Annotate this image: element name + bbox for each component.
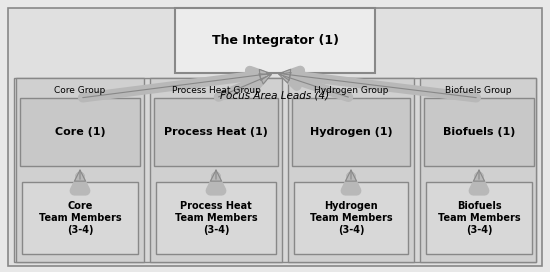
Text: The Integrator (1): The Integrator (1) <box>212 34 338 47</box>
Text: Focus Area Leads (4): Focus Area Leads (4) <box>221 90 329 100</box>
FancyBboxPatch shape <box>292 98 410 166</box>
Text: Hydrogen
Team Members
(3-4): Hydrogen Team Members (3-4) <box>310 201 392 234</box>
FancyBboxPatch shape <box>22 182 138 254</box>
FancyBboxPatch shape <box>294 182 408 254</box>
FancyBboxPatch shape <box>426 182 532 254</box>
FancyBboxPatch shape <box>16 78 144 262</box>
FancyBboxPatch shape <box>288 78 414 262</box>
FancyBboxPatch shape <box>424 98 534 166</box>
Text: Process Heat Group: Process Heat Group <box>172 86 261 95</box>
FancyBboxPatch shape <box>420 78 536 262</box>
Text: Process Heat (1): Process Heat (1) <box>164 127 268 137</box>
FancyBboxPatch shape <box>154 98 278 166</box>
Text: Process Heat
Team Members
(3-4): Process Heat Team Members (3-4) <box>175 201 257 234</box>
Text: Core (1): Core (1) <box>54 127 105 137</box>
FancyBboxPatch shape <box>156 182 276 254</box>
Text: Hydrogen Group: Hydrogen Group <box>314 86 388 95</box>
FancyBboxPatch shape <box>20 98 140 166</box>
FancyBboxPatch shape <box>175 8 375 73</box>
Text: Biofuels
Team Members
(3-4): Biofuels Team Members (3-4) <box>438 201 520 234</box>
Text: Biofuels Group: Biofuels Group <box>445 86 512 95</box>
Text: Core
Team Members
(3-4): Core Team Members (3-4) <box>39 201 122 234</box>
FancyBboxPatch shape <box>14 78 536 262</box>
Text: Hydrogen (1): Hydrogen (1) <box>310 127 392 137</box>
FancyBboxPatch shape <box>8 8 542 266</box>
Text: Biofuels (1): Biofuels (1) <box>443 127 515 137</box>
FancyBboxPatch shape <box>150 78 282 262</box>
Text: Core Group: Core Group <box>54 86 106 95</box>
